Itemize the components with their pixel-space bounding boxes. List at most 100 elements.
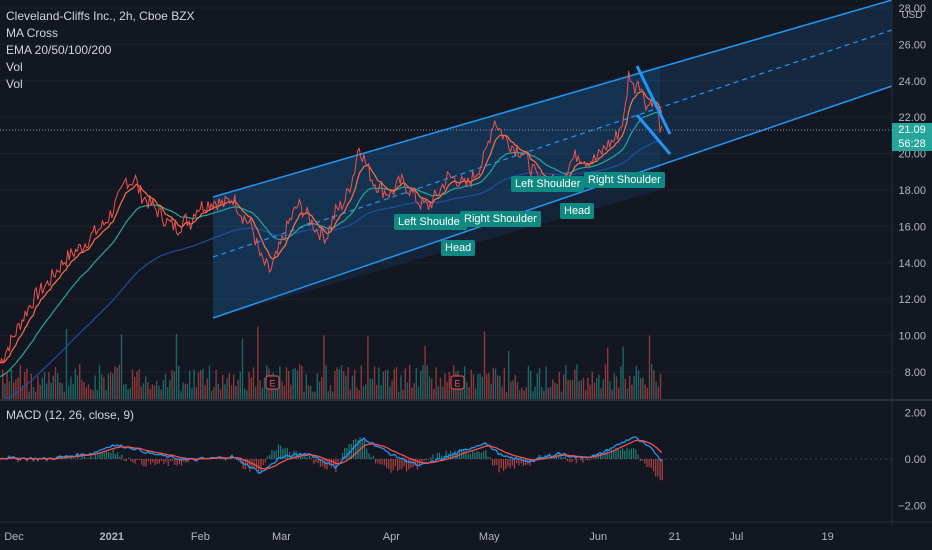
macd-hist-bar: [280, 445, 282, 459]
macd-hist-bar: [423, 459, 425, 462]
macd-hist-bar: [483, 451, 485, 459]
volume-bar: [598, 374, 600, 400]
channel-mid-line[interactable]: [212, 29, 892, 258]
volume-bar: [6, 372, 8, 400]
volume-bar: [142, 383, 145, 400]
volume-bar: [490, 383, 492, 400]
volume-bar: [488, 372, 490, 400]
macd-hist-bar: [494, 459, 496, 466]
macd-hist-bar: [388, 459, 390, 469]
volume-bar: [310, 385, 312, 400]
price-tick-label: 8.00: [905, 367, 926, 379]
macd-hist-bar: [233, 459, 235, 460]
earnings-marker[interactable]: E: [265, 375, 280, 390]
time-tick-label: May: [479, 531, 500, 543]
price-tick-label: 26.00: [898, 39, 926, 51]
macd-hist-bar: [37, 459, 39, 462]
macd-hist-bar: [427, 459, 430, 460]
legend-vol-1[interactable]: Vol: [6, 60, 23, 74]
volume-bar: [503, 367, 505, 400]
macd-hist-bar: [319, 459, 321, 467]
volume-bar: [184, 383, 186, 400]
volume-bar: [197, 372, 200, 400]
macd-hist-bar: [262, 459, 264, 465]
volume-bar: [435, 367, 437, 400]
macd-hist-bar: [33, 459, 35, 462]
volume-bar: [422, 364, 424, 400]
macd-hist-bar: [330, 459, 333, 468]
volume-bar: [409, 364, 411, 400]
macd-axis[interactable]: 2.00 0.00 −2.00: [898, 408, 926, 513]
volume-bar: [109, 372, 112, 400]
volume-bar: [255, 386, 257, 400]
pattern-label-left-shoulder[interactable]: Left Shoulder: [394, 214, 468, 230]
symbol-title[interactable]: Cleveland-Cliffs Inc., 2h, Cboe BZX: [6, 9, 195, 23]
macd-hist-bar: [408, 459, 410, 470]
pattern-label-right-shoulder[interactable]: Right Shoulder: [460, 211, 541, 227]
macd-hist-bar: [72, 457, 74, 459]
earnings-marker[interactable]: E: [450, 375, 465, 390]
volume-bar: [569, 379, 571, 400]
volume-bar: [622, 346, 624, 400]
volume-bar: [547, 387, 549, 400]
volume-bar: [131, 369, 134, 400]
volume-bar: [420, 370, 422, 400]
volume-bar: [437, 386, 439, 400]
macd-hist-bar: [247, 459, 249, 467]
volume-bar: [360, 365, 362, 400]
volume-bar: [250, 377, 252, 400]
pattern-label-head[interactable]: Head: [560, 203, 595, 219]
macd-hist-bar: [94, 453, 96, 459]
volume-bar: [499, 375, 501, 400]
volume-bar: [657, 386, 659, 400]
channel-upper-line[interactable]: [212, 0, 892, 198]
price-axis[interactable]: 28.00 26.00 24.00 22.00 20.00 18.00 16.00 14.00…: [898, 3, 926, 379]
pattern-label-left-shoulder[interactable]: Left Shoulder: [511, 176, 585, 192]
macd-hist-bar: [540, 455, 542, 459]
macd-hist-bar: [430, 457, 432, 459]
legend-vol-2[interactable]: Vol: [6, 77, 23, 91]
macd-hist-bar: [655, 459, 657, 477]
volume-bar: [477, 373, 479, 400]
pattern-label-right-shoulder[interactable]: Right Shoulder: [584, 172, 665, 188]
legend-ma-cross[interactable]: MA Cross: [6, 26, 59, 40]
macd-hist-bar: [286, 448, 288, 459]
price-tick-label: 20.00: [898, 149, 926, 161]
macd-hist-bar: [377, 459, 379, 464]
volume-bar: [365, 384, 367, 400]
volume-bar: [541, 386, 543, 400]
macd-hist-bar: [436, 452, 438, 459]
volume-bar: [404, 368, 406, 400]
macd-hist-bar: [315, 459, 317, 463]
macd-hist-bar: [359, 437, 361, 459]
volume-bar: [371, 379, 373, 400]
volume-bar: [554, 382, 556, 400]
volume-bar: [382, 371, 384, 400]
volume-bar: [633, 376, 635, 400]
volume-bar: [191, 388, 193, 400]
time-axis[interactable]: Dec 2021 Feb Mar Apr May Jun 21 Jul 19: [4, 531, 834, 543]
macd-hist-bar: [573, 459, 575, 460]
macd-hist-bar: [498, 459, 500, 473]
trend-arrow-lower[interactable]: [635, 114, 672, 155]
macd-hist-bar: [476, 450, 478, 459]
macd-hist-bar: [97, 454, 99, 459]
volume-bar: [83, 381, 85, 400]
macd-hist-bar: [88, 457, 90, 459]
pattern-label-head[interactable]: Head: [441, 240, 476, 256]
legend-ema[interactable]: EMA 20/50/100/200: [6, 43, 112, 57]
trend-arrow-upper[interactable]: [635, 65, 672, 135]
volume-bar: [461, 379, 464, 400]
volume-bar: [545, 366, 547, 400]
volume-bar: [651, 364, 653, 400]
macd-hist-bar: [513, 459, 516, 469]
macd-hist-bar: [361, 439, 363, 459]
macd-hist-bar: [90, 455, 92, 459]
volume-bar: [94, 375, 96, 400]
macd-hist-bar: [180, 459, 183, 466]
volume-bar: [563, 374, 565, 400]
channel-lower-line[interactable]: [212, 85, 892, 319]
macd-hist-bar: [125, 459, 127, 462]
volume-bar: [329, 385, 332, 400]
macd-legend[interactable]: MACD (12, 26, close, 9): [6, 408, 135, 422]
